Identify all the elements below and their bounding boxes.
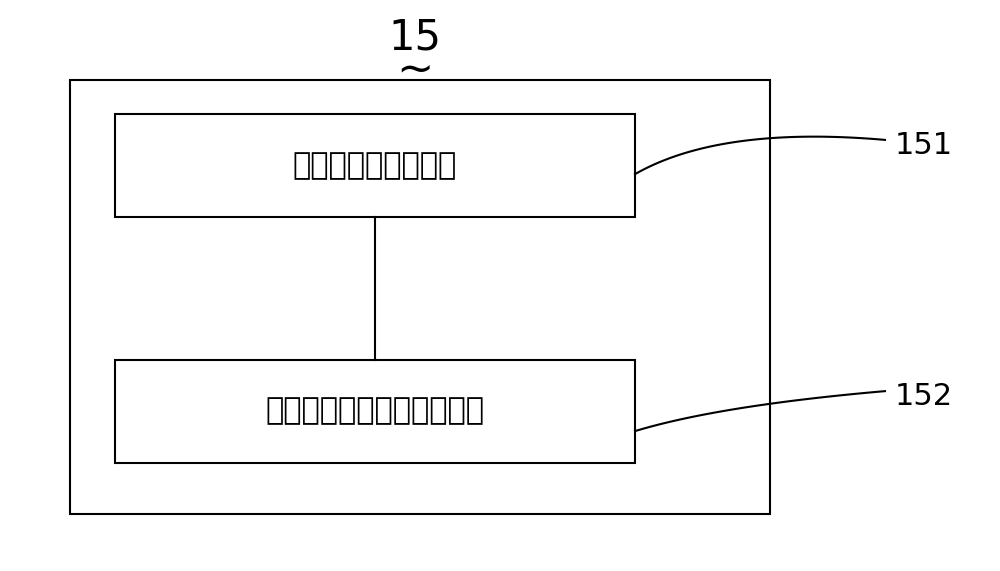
Text: 151: 151 — [895, 131, 953, 160]
Bar — [115, 114, 635, 217]
Text: ~: ~ — [396, 50, 434, 93]
Text: 喷气增焱过程实时控制单元: 喷气增焱过程实时控制单元 — [266, 397, 484, 425]
Bar — [115, 360, 635, 463]
Bar — [70, 80, 770, 514]
Text: 15: 15 — [388, 16, 442, 58]
Text: 152: 152 — [895, 383, 953, 411]
Text: 过热度优化给定单元: 过热度优化给定单元 — [293, 151, 457, 180]
